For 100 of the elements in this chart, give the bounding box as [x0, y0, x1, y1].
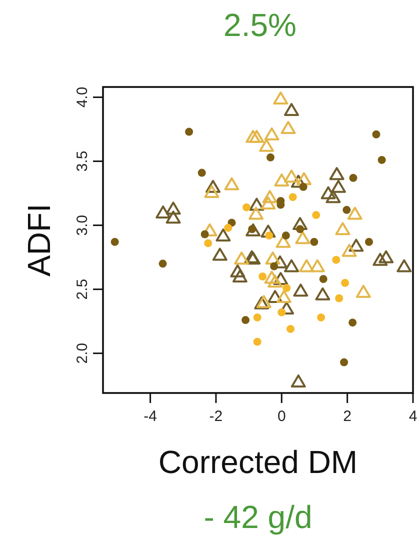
point [299, 182, 308, 191]
x-tick-label: 4 [408, 408, 417, 425]
point [310, 238, 318, 246]
point [265, 232, 274, 240]
point [253, 313, 262, 322]
chart-title: 2.5% [224, 7, 296, 43]
point [268, 290, 283, 303]
point [204, 184, 220, 198]
x-tick-label: -4 [144, 408, 157, 425]
point [230, 264, 246, 278]
text: - 42 g/d [204, 499, 312, 535]
point [342, 244, 357, 257]
point [282, 232, 290, 240]
point [248, 206, 264, 220]
x-tick-label: 2 [343, 408, 352, 425]
point [185, 128, 194, 136]
point [296, 172, 312, 186]
point [274, 173, 290, 186]
point [348, 318, 357, 327]
point [216, 228, 231, 242]
point [276, 234, 291, 248]
point [258, 272, 267, 280]
point [264, 270, 280, 284]
point [341, 278, 350, 287]
y-axis-title: ADFI [21, 204, 57, 276]
point [286, 324, 295, 333]
point [249, 130, 264, 143]
point [364, 238, 373, 246]
point [268, 274, 283, 288]
point [284, 170, 299, 183]
point [317, 313, 326, 322]
point [396, 259, 412, 272]
x-tick-label: -2 [209, 408, 223, 425]
point [319, 275, 328, 284]
point [253, 338, 262, 346]
point [156, 205, 171, 218]
point [329, 167, 344, 180]
point [312, 211, 320, 220]
point [372, 130, 380, 138]
point [284, 259, 299, 272]
point [288, 193, 297, 202]
point [273, 272, 288, 286]
point [335, 294, 344, 302]
point [348, 238, 364, 252]
point [378, 156, 386, 164]
point [204, 239, 212, 248]
point [264, 127, 280, 140]
point [349, 174, 358, 182]
point [320, 186, 336, 200]
point [259, 138, 274, 152]
point [166, 210, 181, 224]
point [278, 308, 286, 316]
point [110, 238, 119, 246]
x-tick-label: 0 [277, 408, 286, 425]
point [166, 202, 181, 215]
point [206, 180, 221, 193]
point [340, 358, 348, 366]
point [224, 177, 240, 190]
point [282, 284, 291, 292]
point [232, 269, 248, 282]
point [198, 168, 206, 177]
point [290, 174, 306, 188]
point [335, 222, 350, 236]
point [293, 284, 308, 297]
point [342, 206, 351, 214]
point [260, 224, 276, 238]
point [356, 284, 371, 298]
y-tick-label: 3.0 [74, 214, 91, 236]
point [347, 206, 362, 220]
point [315, 287, 330, 300]
point [246, 130, 261, 143]
point [292, 216, 308, 230]
point [266, 153, 274, 162]
point [284, 103, 299, 116]
point [270, 262, 278, 270]
point [330, 180, 346, 193]
y-tick-label: 2.0 [74, 342, 91, 364]
point [290, 374, 306, 388]
point [262, 190, 278, 204]
point [299, 259, 314, 272]
point [280, 120, 296, 134]
point [200, 230, 209, 238]
point [249, 198, 264, 211]
point [242, 316, 250, 324]
point [224, 224, 232, 232]
point [273, 92, 288, 105]
point [158, 260, 167, 268]
point [310, 259, 325, 272]
point [372, 252, 388, 266]
point [265, 252, 280, 265]
y-tick-label: 4.0 [74, 86, 91, 108]
point [234, 252, 250, 265]
point [296, 225, 304, 234]
point [246, 223, 261, 236]
point [332, 256, 340, 264]
point [276, 290, 292, 303]
point [295, 231, 310, 244]
x-axis-title: Corrected DM [158, 444, 358, 480]
y-tick-label: 2.5 [74, 278, 91, 300]
point [212, 248, 228, 261]
